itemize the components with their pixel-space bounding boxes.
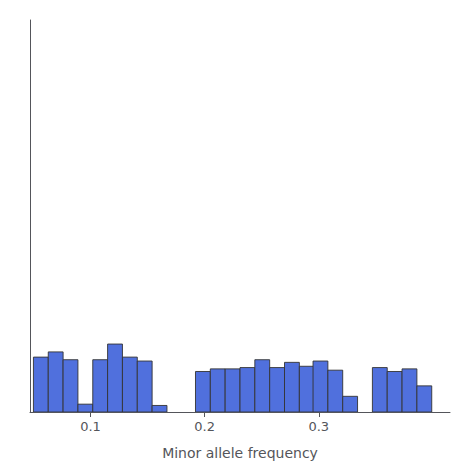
svg-text:0.3: 0.3 <box>308 419 329 434</box>
svg-text:0.2: 0.2 <box>194 419 215 434</box>
svg-text:Minor allele frequency: Minor allele frequency <box>162 445 318 461</box>
svg-text:0.1: 0.1 <box>80 419 101 434</box>
